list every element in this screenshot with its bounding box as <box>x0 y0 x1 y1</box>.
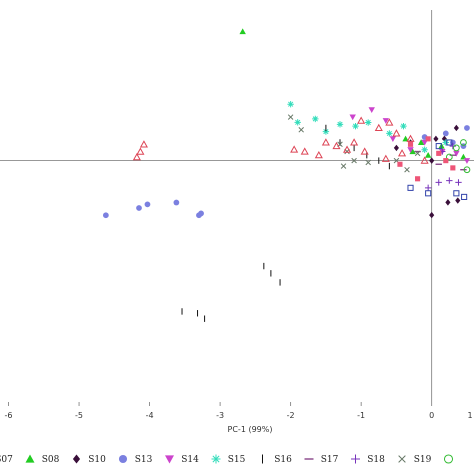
x-tick-label: -6 <box>5 411 13 420</box>
legend-label: S18 <box>367 455 385 465</box>
data-point <box>136 205 142 211</box>
legend-label: S07 <box>0 455 13 465</box>
data-point <box>198 211 204 217</box>
x-tick-label: -5 <box>75 411 83 420</box>
data-point <box>173 200 179 206</box>
legend-label: S15 <box>228 455 246 465</box>
data-point <box>386 130 392 136</box>
data-point <box>145 201 151 207</box>
data-point <box>450 165 455 170</box>
data-point <box>436 151 441 156</box>
data-point <box>408 142 413 147</box>
data-point <box>397 162 402 167</box>
data-point <box>426 136 431 141</box>
data-point <box>287 101 293 107</box>
legend-label: S10 <box>88 455 106 465</box>
data-point <box>365 119 371 125</box>
data-point <box>312 116 318 122</box>
data-point <box>103 212 109 218</box>
legend-label: S08 <box>42 455 60 465</box>
legend-marker <box>119 455 127 463</box>
x-tick-label: -2 <box>287 411 295 420</box>
x-tick-label: -3 <box>216 411 224 420</box>
x-tick-label: -1 <box>357 411 365 420</box>
data-point <box>443 131 449 137</box>
data-point <box>415 176 420 181</box>
legend-label: S16 <box>274 455 292 465</box>
legend-label: S14 <box>181 455 199 465</box>
data-point <box>443 158 448 163</box>
data-point <box>464 125 470 131</box>
data-point <box>352 123 358 129</box>
x-tick-label: 1 <box>467 411 472 420</box>
data-point <box>400 123 406 129</box>
legend-label: S17 <box>321 455 339 465</box>
legend-label: S19 <box>414 455 432 465</box>
x-axis-label: PC-1 (99%) <box>228 425 273 434</box>
x-tick-label: 0 <box>429 411 434 420</box>
x-tick-label: -4 <box>146 411 154 420</box>
legend-label: S13 <box>135 455 153 465</box>
legend-marker <box>212 455 221 464</box>
